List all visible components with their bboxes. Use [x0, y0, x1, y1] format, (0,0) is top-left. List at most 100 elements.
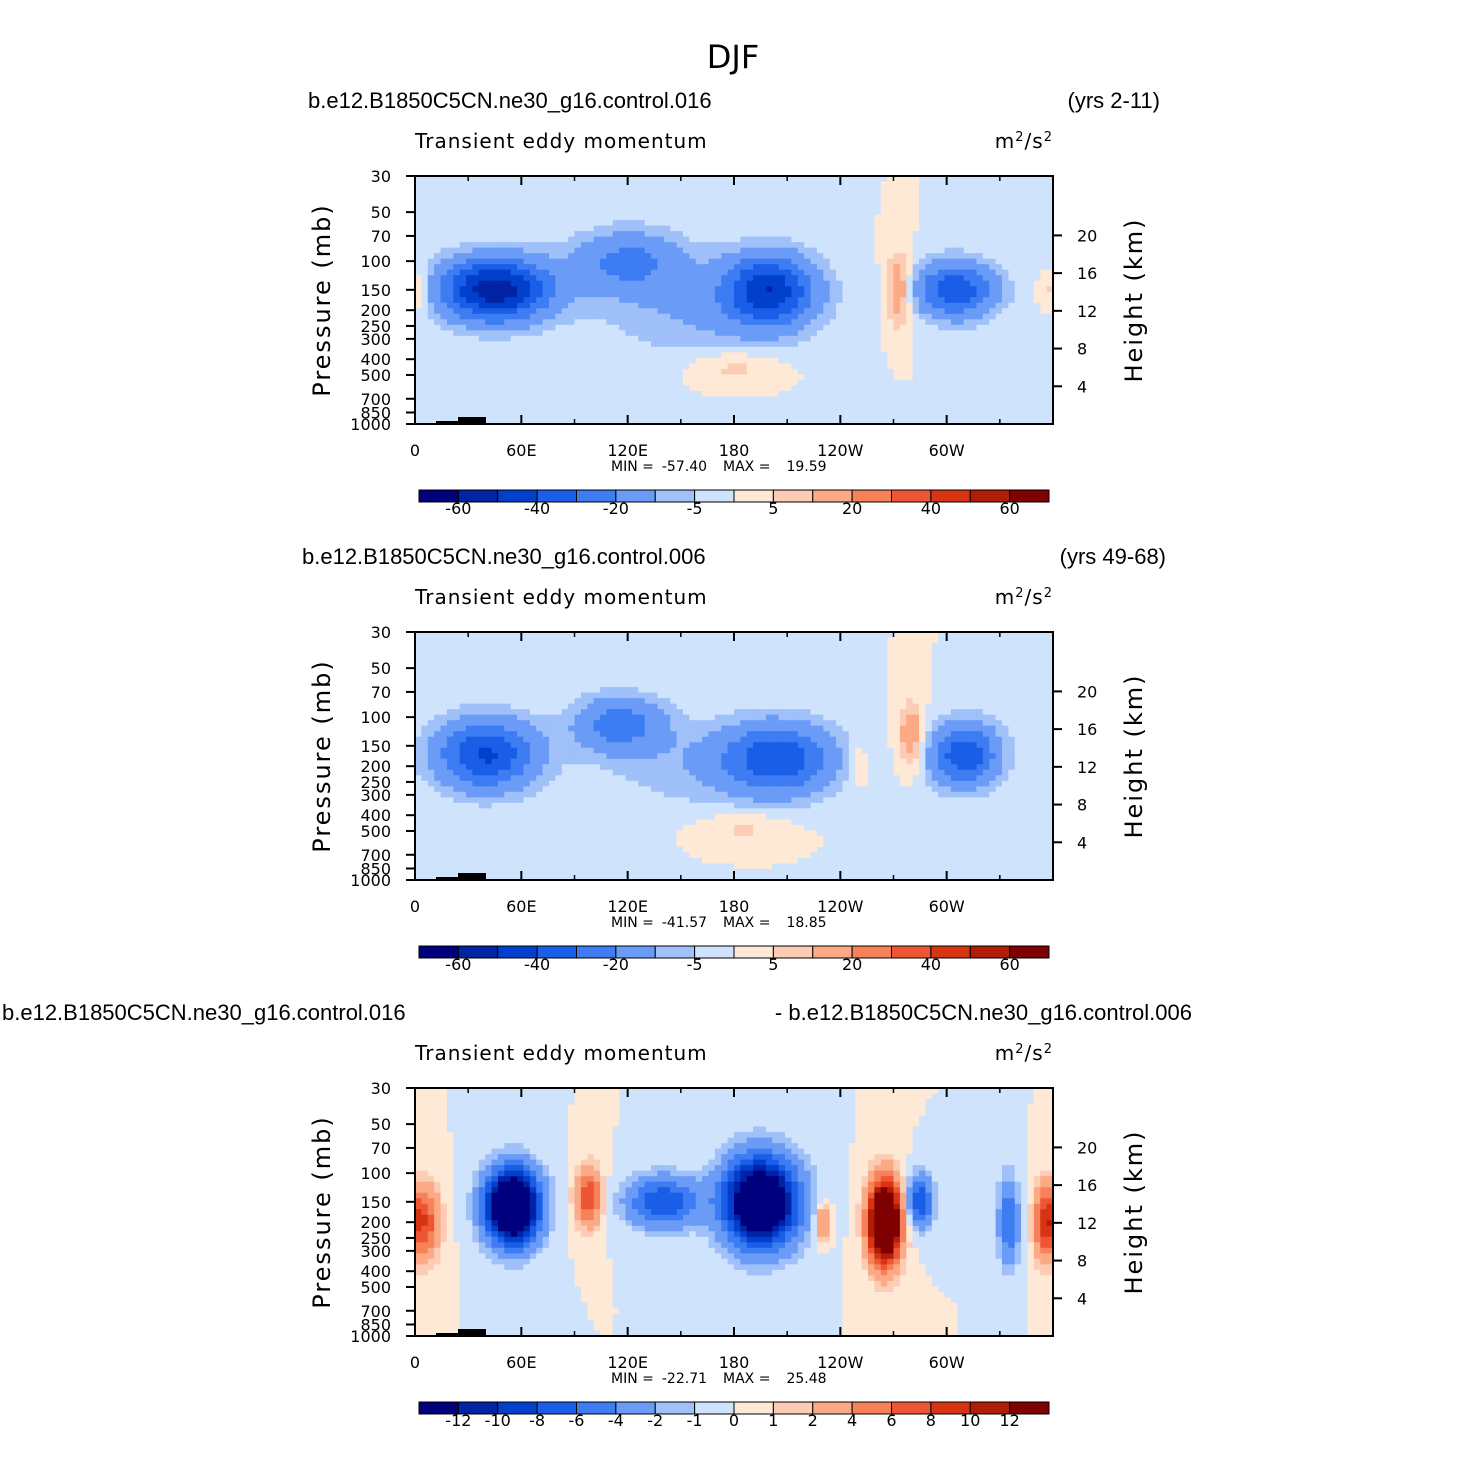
contour-cell: [594, 204, 601, 210]
contour-cell: [600, 396, 607, 402]
contour-cell: [913, 209, 920, 215]
contour-cell: [568, 297, 575, 303]
contour-cell: [587, 182, 594, 188]
contour-cell: [785, 396, 792, 402]
contour-cell: [976, 275, 983, 281]
contour-cell: [702, 391, 709, 397]
contour-cell: [626, 643, 633, 649]
contour-cell: [874, 319, 881, 325]
contour-cell: [779, 336, 786, 342]
contour-cell: [415, 369, 422, 375]
contour-cell: [434, 385, 441, 391]
contour-cell: [791, 248, 798, 254]
contour-cell: [785, 297, 792, 303]
contour-cell: [900, 643, 907, 649]
contour-cell: [460, 341, 467, 347]
contour-cell: [1027, 413, 1034, 419]
contour-cell: [970, 226, 977, 232]
contour-cell: [791, 187, 798, 193]
contour-cell: [747, 281, 754, 287]
contour-cell: [511, 352, 518, 358]
case-name-right: (yrs 49-68): [1060, 544, 1166, 569]
contour-cell: [1015, 297, 1022, 303]
contour-cell: [670, 248, 677, 254]
contour-cell: [530, 198, 537, 204]
contour-cell: [594, 314, 601, 320]
contour-cell: [689, 182, 696, 188]
contour-cell: [887, 643, 894, 649]
contour-cell: [804, 198, 811, 204]
contour-cell: [523, 286, 530, 292]
contour-cell: [657, 292, 664, 298]
contour-cell: [562, 347, 569, 353]
contour-cell: [664, 292, 671, 298]
contour-cell: [791, 363, 798, 369]
contour-cell: [421, 391, 428, 397]
contour-cell: [594, 374, 601, 380]
contour-cell: [670, 308, 677, 314]
contour-cell: [957, 396, 964, 402]
contour-cell: [989, 231, 996, 237]
contour-cell: [472, 336, 479, 342]
contour-cell: [511, 248, 518, 254]
contour-cell: [466, 248, 473, 254]
contour-cell: [753, 220, 760, 226]
contour-cell: [1021, 253, 1028, 259]
contour-cell: [836, 231, 843, 237]
contour-cell: [842, 204, 849, 210]
contour-cell: [677, 248, 684, 254]
contour-cell: [766, 187, 773, 193]
contour-cell: [1015, 209, 1022, 215]
contour-cell: [1008, 402, 1015, 408]
contour-cell: [842, 385, 849, 391]
contour-cell: [906, 297, 913, 303]
y-axis-right-title: Height (km): [1120, 218, 1148, 383]
contour-cell: [753, 308, 760, 314]
contour-cell: [536, 231, 543, 237]
contour-cell: [989, 341, 996, 347]
contour-cell: [798, 638, 805, 644]
contour-cell: [651, 193, 658, 199]
contour-cell: [766, 413, 773, 419]
contour-cell: [613, 374, 620, 380]
contour-cell: [441, 347, 448, 353]
contour-cell: [626, 220, 633, 226]
contour-cell: [1034, 396, 1041, 402]
contour-cell: [1002, 259, 1009, 265]
contour-cell: [913, 358, 920, 364]
contour-cell: [760, 275, 767, 281]
contour-cell: [1008, 220, 1015, 226]
contour-cell: [689, 220, 696, 226]
contour-cell: [836, 281, 843, 287]
contour-cell: [594, 341, 601, 347]
contour-cell: [874, 413, 881, 419]
contour-cell: [581, 220, 588, 226]
contour-cell: [740, 220, 747, 226]
contour-cell: [740, 347, 747, 353]
contour-cell: [575, 220, 582, 226]
contour-cell: [530, 407, 537, 413]
contour-cell: [734, 407, 741, 413]
contour-cell: [485, 182, 492, 188]
contour-cell: [517, 270, 524, 276]
contour-cell: [760, 198, 767, 204]
contour-cell: [472, 363, 479, 369]
contour-cell: [715, 303, 722, 309]
contour-cell: [708, 193, 715, 199]
contour-cell: [779, 352, 786, 358]
contour-cell: [498, 380, 505, 386]
contour-cell: [900, 259, 907, 265]
contour-cell: [766, 303, 773, 309]
contour-cell: [638, 259, 645, 265]
contour-cell: [689, 649, 696, 655]
contour-cell: [504, 209, 511, 215]
contour-cell: [932, 391, 939, 397]
contour-cell: [938, 336, 945, 342]
contour-cell: [479, 396, 486, 402]
contour-cell: [862, 292, 869, 298]
contour-cell: [632, 407, 639, 413]
contour-cell: [594, 369, 601, 375]
contour-cell: [906, 374, 913, 380]
contour-cell: [1015, 330, 1022, 336]
contour-cell: [689, 209, 696, 215]
